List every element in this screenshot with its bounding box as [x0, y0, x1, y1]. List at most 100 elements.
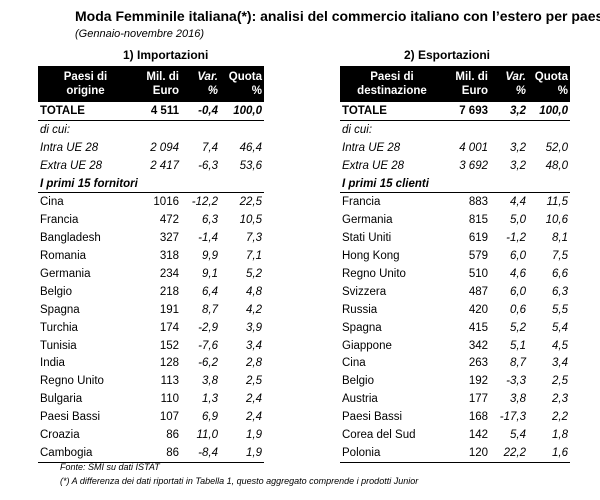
share-cell: 4,8: [246, 285, 262, 298]
page-subtitle: (Gennaio-novembre 2016): [75, 28, 205, 40]
var-cell: 3,8: [510, 393, 526, 406]
var-cell: -1,4: [198, 232, 218, 245]
share-cell: 2,4: [246, 411, 262, 424]
table-row: Tunisia 152 -7,6 3,4: [38, 337, 264, 355]
share-cell: 4,5: [552, 339, 568, 352]
share-cell: 22,5: [239, 196, 262, 209]
country-cell: Francia: [40, 214, 79, 227]
var-cell: 3,8: [202, 375, 218, 388]
var-cell: -7,6: [198, 339, 218, 352]
value-cell: 142: [468, 428, 488, 441]
var-cell: 4,4: [510, 196, 526, 209]
table-row: Cambogia 86 -8,4 1,9: [38, 443, 264, 463]
var-cell: 9,1: [202, 267, 218, 280]
table-row: Belgio 218 6,4 4,8: [38, 283, 264, 301]
var-cell: -1,2: [506, 232, 526, 245]
value-cell: 107: [159, 411, 179, 424]
value-cell: 472: [159, 214, 179, 227]
country-cell: Spagna: [40, 303, 80, 316]
value-cell: 510: [468, 267, 488, 280]
value-cell: 619: [468, 232, 488, 245]
exports-header-row: Paesi di destinazione Mil. di Euro Var.% Q…: [340, 66, 570, 102]
country-cell: Cina: [342, 357, 366, 370]
var-cell: -12,2: [191, 196, 218, 209]
table-row: Regno Unito 113 3,8 2,5: [38, 372, 264, 390]
var-cell: 6,0: [510, 285, 526, 298]
extra-row: Extra UE 28 2 417 -6,3 53,6: [40, 159, 262, 172]
value-cell: 1016: [153, 196, 179, 209]
value-cell: 815: [468, 214, 488, 227]
share-cell: 4,2: [246, 303, 262, 316]
value-cell: 86: [166, 428, 179, 441]
var-cell: -6,2: [198, 357, 218, 370]
var-cell: 8,7: [202, 303, 218, 316]
share-cell: 1,6: [528, 443, 570, 463]
share-cell: 1,9: [220, 443, 264, 463]
var-cell: 5,2: [510, 321, 526, 334]
table-row: Paesi Bassi 107 6,9 2,4: [38, 408, 264, 426]
value-cell: 420: [468, 303, 488, 316]
dicui-row: di cui:: [342, 123, 373, 136]
value-cell: 883: [468, 196, 488, 209]
share-cell: 2,4: [246, 393, 262, 406]
country-cell: Paesi Bassi: [342, 411, 403, 424]
var-cell: -2,9: [198, 321, 218, 334]
country-cell: Croazia: [40, 428, 80, 441]
header-share: Quota%: [528, 66, 570, 102]
share-cell: 7,3: [246, 232, 262, 245]
country-cell: Tunisia: [40, 339, 77, 352]
var-cell: 11,0: [196, 428, 218, 441]
table-row: Regno Unito 510 4,6 6,6: [340, 265, 570, 283]
country-cell: Bangladesh: [40, 232, 101, 245]
top-label-row: I primi 15 clienti: [340, 174, 570, 194]
share-cell: 2,8: [246, 357, 262, 370]
value-cell: 128: [159, 357, 179, 370]
share-cell: 1,9: [246, 428, 262, 441]
header-country: Paesi di destinazione: [340, 66, 444, 102]
table-row: Paesi Bassi 168 -17,3 2,2: [340, 408, 570, 426]
share-cell: 11,5: [546, 196, 568, 209]
value-cell: 579: [468, 250, 488, 263]
var-cell: 9,9: [202, 250, 218, 263]
table-row: Giappone 342 5,1 4,5: [340, 337, 570, 355]
country-cell: Spagna: [342, 321, 382, 334]
value-cell: 263: [468, 357, 488, 370]
share-cell: 2,3: [552, 393, 568, 406]
country-cell: Austria: [342, 393, 378, 406]
share-cell: 8,1: [552, 232, 568, 245]
country-cell: Romania: [40, 250, 87, 263]
table-row: Francia 472 6,3 10,5: [38, 211, 264, 229]
header-value: Mil. di Euro: [444, 66, 490, 102]
var-cell: 6,4: [202, 285, 218, 298]
share-cell: 5,4: [552, 321, 568, 334]
header-value: Mil. di Euro: [133, 66, 181, 102]
value-cell: 120: [444, 443, 490, 463]
table-row: Cina 263 8,7 3,4: [340, 354, 570, 372]
country-cell: Corea del Sud: [342, 428, 416, 441]
exports-table: Paesi di destinazione Mil. di Euro Var.% Q…: [340, 66, 570, 463]
country-cell: Bulgaria: [40, 393, 83, 406]
country-cell: Svizzera: [342, 285, 387, 298]
value-cell: 218: [159, 285, 179, 298]
intra-row: Intra UE 28 4 001 3,2 52,0: [342, 141, 568, 154]
share-cell: 7,1: [246, 250, 262, 263]
share-cell: 1,8: [552, 428, 568, 441]
value-cell: 234: [159, 267, 179, 280]
value-cell: 318: [159, 250, 179, 263]
table-row: Bangladesh 327 -1,4 7,3: [38, 229, 264, 247]
table-row: Cina 1016 -12,2 22,5: [38, 193, 264, 211]
table-row: Croazia 86 11,0 1,9: [38, 426, 264, 444]
dicui-row: di cui:: [40, 123, 71, 136]
share-cell: 3,4: [246, 339, 262, 352]
country-cell: Germania: [342, 214, 393, 227]
value-cell: 86: [133, 443, 181, 463]
country-cell: Turchia: [40, 321, 78, 334]
footnote: (*) A differenza dei dati riportati in T…: [60, 476, 419, 486]
country-cell: Giappone: [342, 339, 392, 352]
country-cell: Polonia: [340, 443, 444, 463]
top-label-row: I primi 15 fornitori: [38, 174, 264, 194]
page-title: Moda Femminile italiana(*): analisi del …: [75, 8, 600, 24]
share-cell: 10,6: [545, 214, 568, 227]
header-share: Quota%: [220, 66, 264, 102]
country-cell: Stati Uniti: [342, 232, 392, 245]
